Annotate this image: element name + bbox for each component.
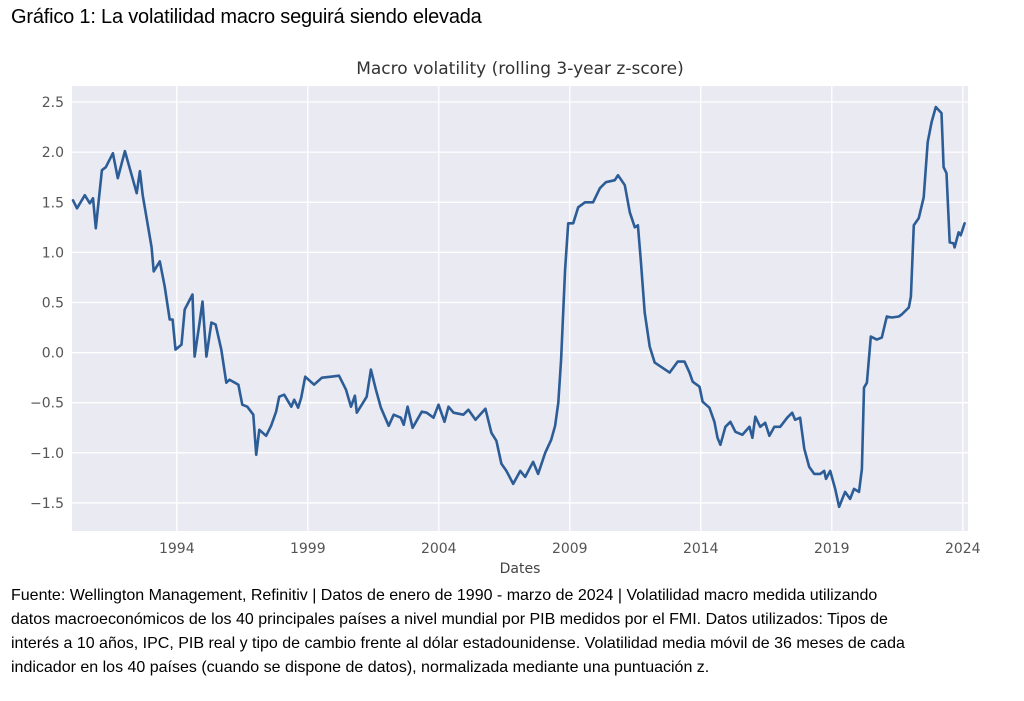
x-tick-label: 2004 xyxy=(421,541,457,557)
x-tick-label: 1999 xyxy=(290,541,326,557)
y-gridlines xyxy=(72,101,968,504)
x-axis-ticks: 1994 1999 2004 2009 2014 2019 2024 xyxy=(159,541,981,557)
line-chart: Macro volatility (rolling 3-year z-score… xyxy=(30,59,981,577)
y-tick-label: 0.0 xyxy=(42,346,64,362)
y-tick-label: −1.5 xyxy=(30,496,64,512)
x-tick-label: 1994 xyxy=(159,541,195,557)
caption-line: indicador en los 40 países (cuando se di… xyxy=(11,659,710,676)
caption-line: datos macroeconómicos de los 40 principa… xyxy=(11,611,888,628)
y-tick-label: 2.5 xyxy=(42,95,64,111)
caption-line: interés a 10 años, IPC, PIB real y tipo … xyxy=(11,635,905,652)
y-tick-label: 1.5 xyxy=(42,195,64,211)
x-tick-label: 2014 xyxy=(683,541,719,557)
x-axis-label: Dates xyxy=(500,561,541,577)
y-tick-label: 2.0 xyxy=(42,145,64,161)
y-tick-label: −1.0 xyxy=(30,446,64,462)
y-tick-label: 0.5 xyxy=(42,295,64,311)
series-layer xyxy=(71,105,966,509)
figure-heading: Gráfico 1: La volatilidad macro seguirá … xyxy=(11,6,482,28)
y-tick-label: −0.5 xyxy=(30,396,64,412)
caption-line: Fuente: Wellington Management, Refinitiv… xyxy=(11,587,878,604)
x-tick-label: 2024 xyxy=(945,541,981,557)
plot-area xyxy=(72,86,968,531)
chart-title: Macro volatility (rolling 3-year z-score… xyxy=(356,59,684,79)
y-tick-label: 1.0 xyxy=(42,245,64,261)
source-caption: Fuente: Wellington Management, Refinitiv… xyxy=(11,584,1016,680)
x-tick-label: 2009 xyxy=(552,541,588,557)
x-gridlines xyxy=(176,86,964,531)
x-tick-label: 2019 xyxy=(814,541,850,557)
series-line-macro-volatility xyxy=(71,105,966,509)
y-axis-ticks: 2.5 2.0 1.5 1.0 0.5 0.0 −0.5 −1.0 −1.5 xyxy=(30,95,64,512)
